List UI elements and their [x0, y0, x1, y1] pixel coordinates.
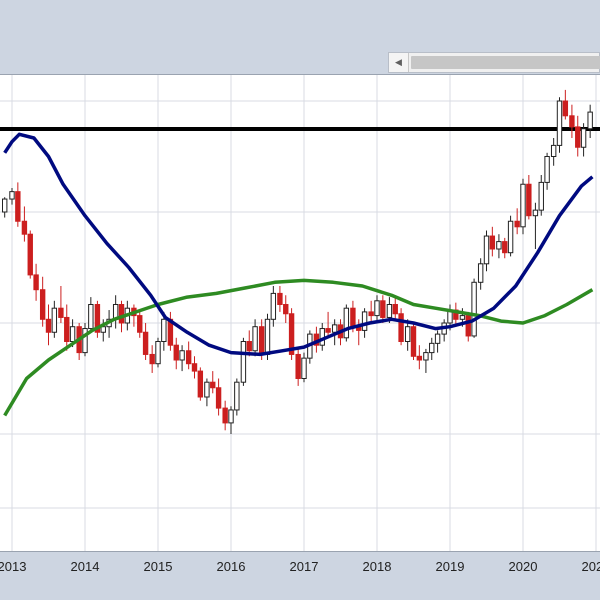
- x-tick-label: 2018: [363, 559, 392, 574]
- candle-up: [587, 111, 593, 130]
- candle-down: [569, 115, 575, 128]
- candle-down: [398, 313, 404, 342]
- candle-up: [550, 144, 557, 157]
- candle-down: [137, 315, 143, 333]
- candle-up: [459, 315, 466, 320]
- candle-down: [562, 100, 569, 117]
- candle-down: [380, 300, 386, 318]
- candle-up: [386, 304, 393, 318]
- candle-up: [434, 333, 441, 344]
- candle-down: [295, 353, 301, 380]
- candle-up: [240, 341, 247, 383]
- candle-down: [27, 233, 33, 276]
- candle-down: [64, 316, 70, 343]
- candle-down: [465, 315, 471, 337]
- candle-up: [155, 341, 161, 365]
- candle-down: [350, 307, 356, 328]
- candle-up: [343, 307, 350, 339]
- candle-down: [142, 331, 149, 355]
- candle-up: [532, 209, 539, 217]
- candle-down: [45, 318, 52, 333]
- candle-up: [264, 318, 271, 355]
- candle-up: [471, 281, 477, 337]
- candle-up: [496, 241, 502, 250]
- candle-up: [82, 328, 88, 354]
- candle-down: [197, 370, 204, 398]
- candle-down: [277, 292, 283, 305]
- candle-up: [423, 352, 429, 361]
- horizontal-scrollbar[interactable]: ◀: [388, 52, 600, 73]
- candle-up: [477, 263, 484, 283]
- candle-up: [301, 357, 307, 379]
- candle-up: [9, 191, 15, 200]
- candle-up: [69, 326, 76, 343]
- long-moving-average-line: [3, 278, 594, 417]
- candle-down: [21, 220, 28, 235]
- short-moving-average-line: [3, 132, 594, 357]
- x-tick-label: 2014: [71, 559, 100, 574]
- candle-up: [252, 326, 258, 352]
- candle-down: [575, 126, 581, 148]
- candle-up: [88, 304, 94, 330]
- candle-up: [544, 156, 550, 183]
- candle-down: [149, 353, 155, 365]
- candle-down: [288, 313, 295, 355]
- candle-down: [368, 311, 374, 317]
- candle-up: [374, 300, 380, 317]
- x-tick-label: 2015: [144, 559, 173, 574]
- candle-down: [489, 235, 496, 250]
- candle-down: [526, 183, 532, 217]
- candle-up: [429, 342, 435, 354]
- candle-up: [361, 311, 368, 331]
- candle-down: [210, 381, 216, 389]
- candle-down: [58, 307, 64, 318]
- x-tick-label: 2019: [436, 559, 465, 574]
- scroll-left-arrow-icon[interactable]: ◀: [389, 53, 409, 72]
- candle-down: [392, 304, 398, 315]
- candle-down: [514, 220, 520, 228]
- candle-down: [222, 407, 228, 424]
- candle-down: [258, 326, 265, 355]
- candle-down: [33, 274, 39, 291]
- candle-down: [246, 341, 252, 352]
- candle-up: [2, 198, 8, 213]
- candle-up: [483, 235, 490, 265]
- candle-down: [191, 363, 198, 372]
- candle-up: [161, 318, 167, 342]
- candle-up: [234, 381, 240, 411]
- candle-down: [325, 328, 331, 333]
- candle-up: [580, 128, 587, 148]
- x-tick-label: 2013: [0, 559, 26, 574]
- candle-up: [520, 183, 526, 228]
- candle-down: [94, 304, 101, 333]
- x-tick-label: 2021: [582, 559, 600, 574]
- x-tick-label: 2017: [290, 559, 319, 574]
- candle-down: [410, 326, 417, 357]
- candle-up: [51, 307, 58, 333]
- candle-down: [502, 241, 508, 254]
- candle-down: [15, 191, 21, 222]
- candle-down: [416, 355, 423, 361]
- candle-down: [215, 387, 222, 409]
- x-tick-label: 2020: [509, 559, 538, 574]
- candle-up: [228, 409, 234, 424]
- scroll-thumb[interactable]: [411, 56, 600, 69]
- candle-up: [404, 326, 411, 343]
- candle-down: [185, 350, 192, 365]
- candle-up: [179, 350, 185, 361]
- candle-up: [507, 220, 514, 254]
- candle-down: [118, 304, 125, 324]
- x-tick-label: 2016: [217, 559, 246, 574]
- candle-up: [538, 181, 544, 211]
- candle-up: [270, 292, 277, 320]
- candle-down: [39, 289, 46, 320]
- candle-up: [556, 100, 563, 146]
- candle-up: [204, 381, 210, 398]
- candle-down: [173, 344, 179, 361]
- candle-down: [283, 304, 289, 315]
- candle-up: [331, 324, 338, 333]
